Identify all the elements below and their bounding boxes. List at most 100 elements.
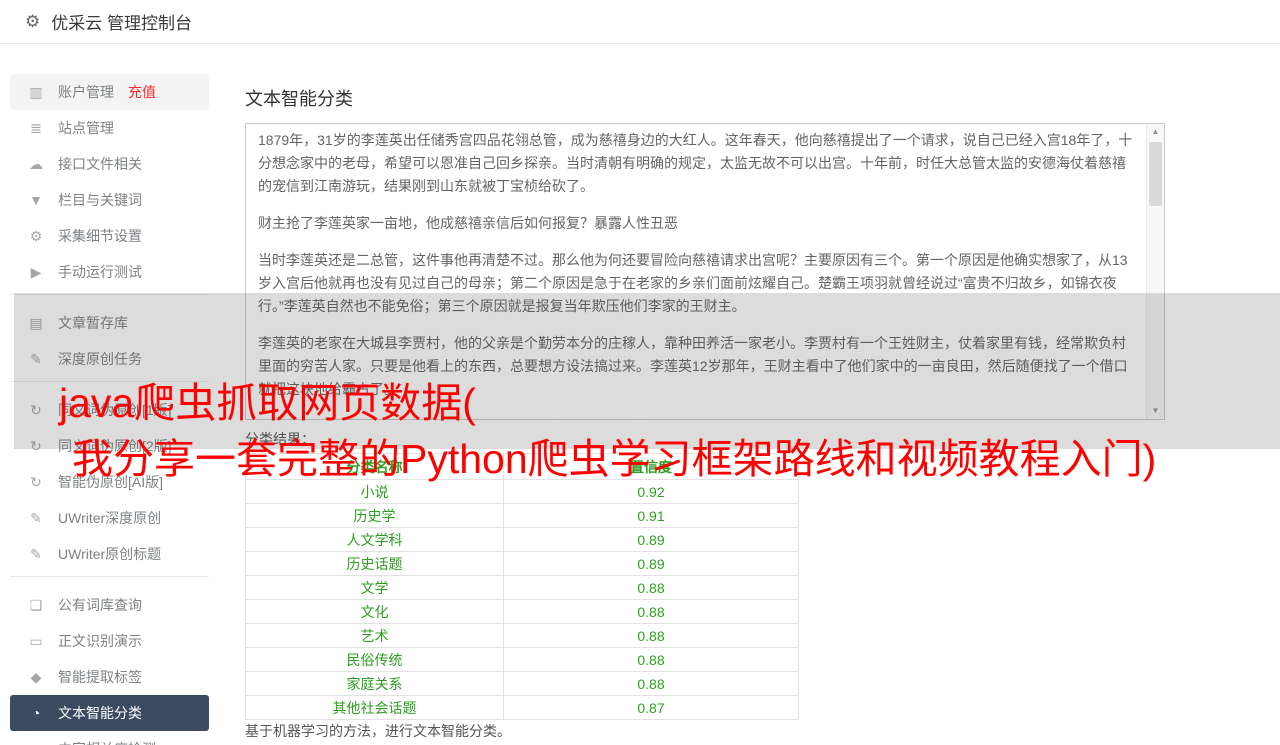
play-icon: ▶ [30,263,42,280]
table-row: 历史学 0.91 [245,503,799,528]
sidebar-item-20[interactable]: ◎ 内容相关度检测 [10,731,209,745]
sidebar-item-5[interactable]: ▶ 手动运行测试 [10,254,209,290]
refresh-icon: ↻ [30,401,42,418]
sidebar-item-19[interactable]: ◔ 文本智能分类 [10,695,209,731]
document-paragraph: 1879年，31岁的李莲英出任储秀宫四品花翎总管，成为慈禧身边的大红人。这年春天… [258,132,1133,194]
table-row: 艺术 0.88 [245,623,799,648]
sidebar-item-18[interactable]: ◆ 智能提取标签 [10,659,209,695]
confidence-cell: 0.89 [503,551,799,576]
edit-icon: ✎ [30,509,42,526]
sidebar-item-label: 手动运行测试 [58,264,142,280]
category-cell: 民俗传统 [245,647,504,672]
database-icon: ▤ [29,314,43,331]
overlay-band [14,293,1280,449]
edit-icon: ✎ [30,350,42,367]
sidebar-item-label: 内容相关度检测 [58,739,156,745]
cloud-upload-icon: ☁ [29,155,43,172]
sidebar-item-label: 采集细节设置 [58,228,142,244]
table-row: 民俗传统 0.88 [245,647,799,672]
confidence-cell: 0.89 [503,527,799,552]
sidebar-item-label: 账户管理 [58,84,114,100]
category-cell: 人文学科 [245,527,504,552]
document-paragraph: 当时李莲英还是二总管，这件事他再清楚不过。那么他为何还要冒险向慈禧请求出宫呢？主… [258,252,1128,314]
gears-icon: ⚙ [29,227,43,244]
result-label: 分类结果： [245,431,315,447]
refresh-icon: ↻ [30,437,42,454]
category-cell: 历史话题 [245,551,504,576]
recharge-badge[interactable]: 充值 [128,84,156,100]
sidebar-divider [10,294,209,295]
monitor-icon: ▭ [29,632,43,649]
gear-icon: ⚙ [25,11,41,31]
sidebar-item-0[interactable]: ▥ 账户管理 充值 [10,74,209,110]
sidebar-item-14[interactable]: ✎ UWriter原创标题 [10,536,209,572]
filter-icon: ▼ [29,192,43,208]
category-cell: 文学 [245,575,504,600]
confidence-cell: 0.88 [503,599,799,624]
table-row: 其他社会话题 0.87 [245,695,799,720]
document-textarea[interactable]: 1879年，31岁的李莲英出任储秀宫四品花翎总管，成为慈禧身边的大红人。这年春天… [245,123,1165,420]
category-cell: 家庭关系 [245,671,504,696]
sidebar-item-4[interactable]: ⚙ 采集细节设置 [10,218,209,254]
sidebar-item-7[interactable]: ▤ 文章暂存库 [10,305,209,341]
scrollbar-thumb[interactable] [1149,142,1162,206]
confidence-cell: 0.92 [503,479,799,504]
sidebar-item-label: 公有词库查询 [58,597,142,613]
document-text: 1879年，31岁的李莲英出任储秀宫四品花翎总管，成为慈禧身边的大红人。这年春天… [246,124,1147,419]
sidebar-item-13[interactable]: ✎ UWriter深度原创 [10,500,209,536]
edit-icon: ✎ [30,545,42,562]
app-title: 优采云 管理控制台 [51,14,192,33]
category-cell: 文化 [245,599,504,624]
sidebar-item-8[interactable]: ✎ 深度原创任务 [10,341,209,377]
textarea-scrollbar[interactable]: ▲ ▼ [1146,124,1164,419]
document-paragraph: 李莲英的老家在大城县李贾村，他的父亲是个勤劳本分的庄稼人，靠种田养活一家老小。李… [258,335,1128,397]
sidebar-item-2[interactable]: ☁ 接口文件相关 [10,146,209,182]
watermark-line-2: 我分享一套完整的Python爬虫学习框架路线和视频教程入门) [72,436,1157,482]
sidebar-item-16[interactable]: ❏ 公有词库查询 [10,587,209,623]
confidence-cell: 0.88 [503,671,799,696]
scrollbar-down-arrow[interactable]: ▼ [1151,406,1160,415]
category-cell: 其他社会话题 [245,695,504,720]
scrollbar-up-arrow[interactable]: ▲ [1151,127,1160,136]
document-paragraph: 财主抢了李莲英家一亩地，他成慈禧亲信后如何报复？暴露人性丑恶 [258,415,1135,419]
sidebar-item-label: 站点管理 [58,120,114,136]
page-title: 文本智能分类 [245,89,353,109]
sidebar-item-label: 智能伪原创[AI版] [58,474,164,490]
watermark-line-1: java爬虫抓取网页数据( [59,380,476,426]
sidebar-item-11[interactable]: ↻ 同义词伪原创[2版] [10,428,209,464]
sidebar-item-3[interactable]: ▼ 栏目与关键词 [10,182,209,218]
top-header: ⚙ 优采云 管理控制台 [0,0,1280,44]
sidebar-item-1[interactable]: ≣ 站点管理 [10,110,209,146]
main-content: 文本智能分类 1879年，31岁的李莲英出任储秀宫四品花翎总管，成为慈禧身边的大… [245,56,1165,745]
sidebar-item-label: UWriter原创标题 [58,546,162,562]
tag-icon: ◆ [30,668,42,685]
table-row: 文学 0.88 [245,575,799,600]
table-row: 小说 0.92 [245,479,799,504]
table-row: 文化 0.88 [245,599,799,624]
confidence-cell: 0.88 [503,647,799,672]
bar-chart-icon: ▥ [29,83,43,100]
sidebar-item-label: 文本智能分类 [58,705,142,721]
classification-table: 分类名称 置信度 小说 0.92 历史学 0.91 人文学科 0.89 历史话题 0.89 文学 0… [245,453,799,720]
sidebar-divider [10,381,209,382]
sidebar-item-label: 智能提取标签 [58,669,142,685]
category-cell: 历史学 [245,503,504,528]
footer-note: 基于机器学习的方法，进行文本智能分类。 [245,723,511,739]
book-icon: ❏ [29,596,43,613]
sidebar-item-label: 栏目与关键词 [58,192,142,208]
sidebar-item-17[interactable]: ▭ 正文识别演示 [10,623,209,659]
sidebar-item-10[interactable]: ↻ 同义词伪原创[1版] [10,392,209,428]
sidebar-item-12[interactable]: ↻ 智能伪原创[AI版] [10,464,209,500]
column-header: 置信度 [503,453,799,480]
sidebar-divider [10,576,209,577]
table-row: 家庭关系 0.88 [245,671,799,696]
category-cell: 小说 [245,479,504,504]
sidebar-item-label: 同义词伪原创[2版] [58,438,172,454]
column-header: 分类名称 [245,453,504,480]
confidence-cell: 0.87 [503,695,799,720]
sidebar-item-label: 深度原创任务 [58,351,142,367]
confidence-cell: 0.88 [503,623,799,648]
site-list-icon: ≣ [30,119,42,136]
sidebar: ▥ 账户管理 充值 ≣ 站点管理 ☁ 接口文件相关 ▼ 栏目与关键词 ⚙ 采集细节设置 ▶ 手动运行测试… [10,74,209,745]
